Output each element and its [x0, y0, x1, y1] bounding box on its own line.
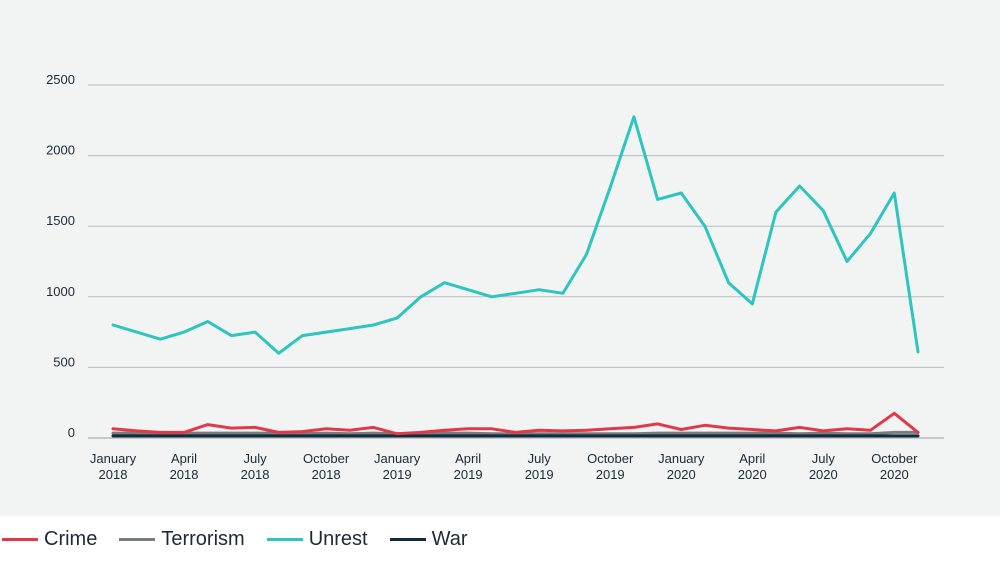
legend-label: Terrorism [161, 528, 245, 550]
x-tick-label: January 2018 [90, 451, 137, 482]
x-tick-month: July [528, 451, 552, 466]
y-tick-label: 2500 [46, 72, 75, 87]
x-tick-label: April 2019 [454, 451, 483, 482]
x-tick-year: 2019 [525, 467, 554, 482]
x-tick-month: October [303, 451, 350, 466]
y-tick-label: 1000 [46, 284, 75, 299]
legend: Crime Terrorism Unrest War [0, 516, 1000, 563]
y-tick-label: 0 [68, 425, 75, 440]
x-tick-year: 2020 [809, 467, 838, 482]
x-tick-year: 2020 [667, 467, 696, 482]
x-tick-month: April [739, 451, 765, 466]
legend-swatch [119, 538, 156, 541]
x-tick-label: October 2018 [303, 451, 350, 482]
legend-item-terrorism: Terrorism [119, 528, 245, 551]
legend-swatch [266, 538, 303, 541]
x-tick-month: January [90, 451, 137, 466]
legend-label: Crime [44, 528, 98, 550]
legend-label: War [431, 528, 468, 550]
legend-item-war: War [389, 528, 468, 551]
x-tick-year: 2018 [312, 467, 341, 482]
x-tick-label: January 2020 [658, 451, 705, 482]
x-tick-year: 2020 [738, 467, 767, 482]
x-tick-year: 2018 [170, 467, 199, 482]
legend-swatch [2, 538, 38, 541]
x-tick-month: July [243, 451, 267, 466]
x-tick-label: January 2019 [374, 451, 421, 482]
y-axis-tick-labels: 0 500 1000 1500 2000 2500 [46, 72, 75, 440]
x-tick-label: October 2019 [587, 451, 634, 482]
y-tick-label: 1500 [46, 213, 75, 228]
x-tick-month: April [455, 451, 481, 466]
y-tick-label: 2000 [46, 143, 75, 158]
legend-label: Unrest [308, 528, 368, 550]
x-tick-month: January [374, 451, 421, 466]
x-tick-label: July 2019 [525, 451, 554, 482]
x-tick-month: October [587, 451, 634, 466]
legend-item-crime: Crime [2, 528, 97, 551]
x-tick-month: January [658, 451, 705, 466]
x-tick-year: 2018 [241, 467, 270, 482]
x-tick-year: 2020 [880, 467, 909, 482]
x-tick-label: October 2020 [871, 451, 918, 482]
x-tick-year: 2018 [99, 467, 128, 482]
x-tick-label: July 2020 [809, 451, 838, 482]
x-tick-year: 2019 [454, 467, 483, 482]
series-line-crime [111, 411, 920, 436]
x-tick-month: July [812, 451, 836, 466]
series-line-unrest [111, 115, 920, 355]
legend-swatch [389, 538, 426, 541]
grid-lines [88, 84, 944, 439]
x-tick-month: October [871, 451, 918, 466]
series-lines [111, 115, 920, 438]
y-tick-label: 500 [53, 354, 75, 369]
legend-item-unrest: Unrest [266, 528, 368, 551]
x-tick-year: 2019 [596, 467, 625, 482]
x-tick-label: April 2020 [738, 451, 767, 482]
x-tick-month: April [171, 451, 197, 466]
x-tick-year: 2019 [383, 467, 412, 482]
x-tick-label: July 2018 [241, 451, 270, 482]
x-tick-label: April 2018 [170, 451, 199, 482]
chart-area: 0 500 1000 1500 2000 2500 January 2018 April 201… [0, 0, 1000, 516]
